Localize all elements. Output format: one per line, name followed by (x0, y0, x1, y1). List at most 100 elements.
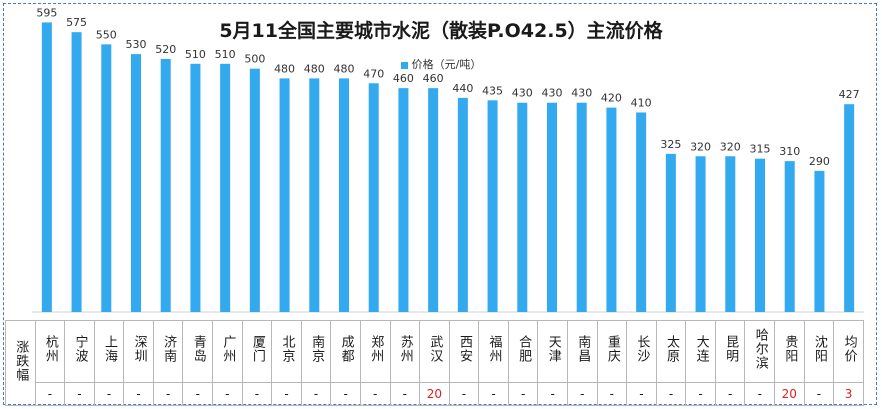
bar-16 (517, 102, 528, 312)
bar-chart: 595 575 550 530 520 510 510 500 480 480 480 470 460 4… (32, 6, 864, 313)
city-cell-27: 均价 (833, 320, 864, 383)
change-cell-3: - (123, 381, 154, 407)
city-cell-26: 沈阳 (803, 320, 835, 383)
bar-2 (101, 44, 112, 312)
bar-25 (784, 161, 795, 312)
bar-7 (249, 68, 260, 313)
change-cell-25: 20 (774, 381, 805, 407)
data-label-14: 440 (452, 82, 473, 95)
data-label-24: 315 (750, 143, 771, 156)
city-cell-6: 广州 (212, 320, 243, 383)
city-label-6: 广州 (220, 334, 236, 363)
city-label-24: 哈尔滨 (752, 327, 768, 370)
city-cell-11: 郑州 (359, 320, 391, 383)
change-cell-2: - (93, 381, 125, 407)
change-cell-27: 3 (833, 381, 864, 407)
bar-10 (339, 78, 349, 313)
change-cell-20: - (626, 381, 657, 407)
city-cell-3: 深圳 (123, 320, 154, 383)
city-label-23: 昆明 (723, 334, 739, 363)
city-cell-7: 厦门 (241, 320, 273, 383)
change-cell-7: - (241, 381, 273, 407)
city-cell-23: 昆明 (714, 320, 746, 383)
city-label-8: 北京 (279, 334, 295, 363)
city-cell-12: 苏州 (389, 320, 421, 383)
data-label-0: 595 (36, 6, 57, 19)
bar-5 (190, 63, 201, 312)
bar-27 (844, 104, 855, 313)
data-label-8: 480 (274, 62, 295, 75)
change-table: 涨跌幅 杭州 宁波 上海 深圳 济南 青岛 广州 厦门 北京 南京 成都 郑州 苏州 武汉 西安 福州 合肥 天津… (5, 320, 864, 407)
city-label-20: 长沙 (634, 334, 650, 363)
data-label-21: 325 (660, 138, 681, 151)
city-cell-25: 贵阳 (774, 320, 805, 383)
data-label-2: 550 (96, 28, 117, 41)
city-label-13: 武汉 (427, 334, 443, 363)
bar-15 (487, 100, 498, 312)
data-label-26: 290 (809, 155, 830, 168)
row-header-cell: 涨跌幅 (5, 320, 36, 406)
bar-26 (814, 170, 825, 312)
city-label-18: 南昌 (575, 334, 591, 363)
change-cell-10: - (330, 381, 361, 407)
city-label-15: 福州 (486, 334, 502, 363)
city-label-3: 深圳 (131, 334, 147, 363)
city-cell-16: 合肥 (507, 320, 539, 383)
change-cell-17: - (537, 381, 568, 407)
city-label-1: 宁波 (72, 334, 88, 363)
city-label-11: 郑州 (368, 334, 384, 363)
city-label-14: 西安 (456, 334, 472, 363)
data-label-1: 575 (66, 16, 87, 29)
city-label-25: 贵阳 (782, 334, 798, 363)
change-row: - - - - - - - - - - - - -20- - - - - - - - - - -20-3 (6, 381, 864, 407)
change-cell-24: - (744, 381, 776, 407)
city-row: 涨跌幅 杭州 宁波 上海 深圳 济南 青岛 广州 厦门 北京 南京 成都 郑州 苏州 武汉 西安 福州 合肥 天津… (5, 320, 864, 406)
change-cell-16: - (507, 381, 539, 407)
change-cell-8: - (271, 381, 302, 407)
city-cell-1: 宁波 (64, 320, 95, 383)
bar-6 (220, 63, 231, 312)
city-cell-13: 武汉 (419, 320, 450, 383)
row-header-label: 涨跌幅 (13, 339, 29, 382)
change-cell-15: - (478, 381, 509, 407)
bar-21 (665, 153, 676, 312)
bar-19 (606, 107, 617, 312)
change-cell-21: - (655, 381, 687, 407)
city-cell-9: 南京 (300, 320, 332, 383)
data-label-25: 310 (779, 145, 800, 158)
change-cell-12: - (389, 381, 421, 407)
city-cell-10: 成都 (330, 320, 361, 383)
data-label-20: 410 (631, 96, 652, 109)
city-label-4: 济南 (161, 334, 177, 363)
bar-18 (576, 102, 587, 312)
data-label-5: 510 (185, 48, 206, 61)
bar-4 (160, 58, 171, 312)
data-label-17: 430 (542, 87, 563, 100)
data-label-22: 320 (690, 140, 711, 153)
data-label-10: 480 (334, 62, 355, 75)
city-label-17: 天津 (545, 334, 561, 363)
change-cell-0: - (34, 381, 66, 407)
change-cell-11: - (359, 381, 391, 407)
data-label-19: 420 (601, 92, 622, 105)
bar-22 (695, 156, 706, 312)
change-cell-5: - (182, 381, 214, 407)
change-cell-26: - (803, 381, 835, 407)
city-label-26: 沈阳 (811, 334, 827, 363)
change-cell-13: 20 (419, 381, 450, 407)
city-cell-24: 哈尔滨 (744, 320, 776, 383)
bar-17 (547, 102, 557, 312)
bar-13 (428, 88, 439, 312)
city-label-2: 上海 (102, 334, 118, 363)
change-cell-14: - (448, 381, 480, 407)
change-cell-6: - (212, 381, 243, 407)
chart-title: 5月11全国主要城市水泥（散装P.O42.5）主流价格 (219, 20, 663, 42)
change-cell-4: - (152, 381, 184, 407)
change-cell-23: - (714, 381, 746, 407)
bar-20 (636, 112, 647, 312)
data-label-15: 435 (482, 84, 503, 97)
city-label-7: 厦门 (249, 334, 265, 363)
data-label-9: 480 (304, 62, 325, 75)
data-label-11: 470 (363, 67, 384, 80)
city-cell-2: 上海 (93, 320, 125, 383)
